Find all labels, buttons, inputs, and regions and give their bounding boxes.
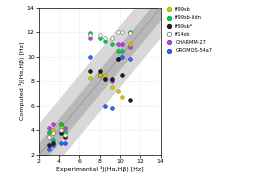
Point — [98, 74, 102, 77]
Point — [51, 139, 55, 142]
Point — [120, 31, 124, 34]
Point — [51, 123, 55, 126]
Point — [63, 131, 67, 134]
Point — [51, 131, 55, 134]
Point — [116, 43, 120, 46]
Point — [51, 141, 55, 144]
Point — [63, 134, 67, 137]
Point — [47, 147, 51, 150]
Point — [63, 130, 67, 133]
Point — [98, 37, 102, 40]
Point — [47, 126, 51, 129]
Point — [128, 32, 132, 35]
Y-axis label: Computed ³J(Hα,Hβ) [Hz]: Computed ³J(Hα,Hβ) [Hz] — [19, 42, 25, 120]
Point — [87, 32, 92, 35]
Point — [87, 33, 92, 36]
Point — [102, 37, 107, 40]
Point — [87, 37, 92, 40]
Point — [120, 96, 124, 99]
Point — [128, 45, 132, 48]
Point — [110, 86, 114, 89]
Point — [51, 144, 55, 147]
Point — [120, 55, 124, 58]
Point — [98, 74, 102, 77]
Point — [102, 77, 107, 80]
Point — [59, 123, 63, 126]
Point — [63, 135, 67, 138]
Point — [120, 49, 124, 52]
Point — [102, 77, 107, 80]
Point — [128, 43, 132, 46]
Point — [116, 31, 120, 34]
Point — [116, 49, 120, 52]
Point — [47, 130, 51, 133]
Point — [98, 33, 102, 36]
Point — [47, 131, 51, 134]
Point — [98, 70, 102, 73]
Point — [87, 70, 92, 73]
Point — [102, 39, 107, 42]
Point — [59, 141, 63, 144]
Point — [102, 104, 107, 107]
Point — [110, 77, 114, 80]
Point — [98, 74, 102, 77]
Point — [110, 80, 114, 83]
Point — [87, 76, 92, 79]
Point — [59, 131, 63, 134]
Point — [128, 98, 132, 101]
Point — [110, 43, 114, 46]
X-axis label: Experimental ³J(Hα,Hβ) [Hz]: Experimental ³J(Hα,Hβ) [Hz] — [56, 166, 143, 172]
Point — [59, 125, 63, 128]
Point — [116, 58, 120, 61]
Point — [128, 58, 132, 61]
Point — [47, 144, 51, 147]
Legend: ff99sb, ff99sb-ildn, ff99sb*, ff14sb, CHARMM-27, GROMOS-54a7: ff99sb, ff99sb-ildn, ff99sb*, ff14sb, CH… — [164, 7, 212, 53]
Point — [110, 107, 114, 110]
Point — [59, 129, 63, 132]
Point — [102, 74, 107, 77]
Point — [120, 43, 124, 46]
Point — [128, 31, 132, 34]
Point — [116, 90, 120, 93]
Point — [47, 135, 51, 138]
Point — [51, 129, 55, 132]
Point — [63, 141, 67, 144]
Point — [59, 123, 63, 126]
Point — [63, 126, 67, 129]
Point — [120, 74, 124, 77]
Point — [87, 55, 92, 58]
Point — [116, 58, 120, 61]
Point — [110, 37, 114, 40]
